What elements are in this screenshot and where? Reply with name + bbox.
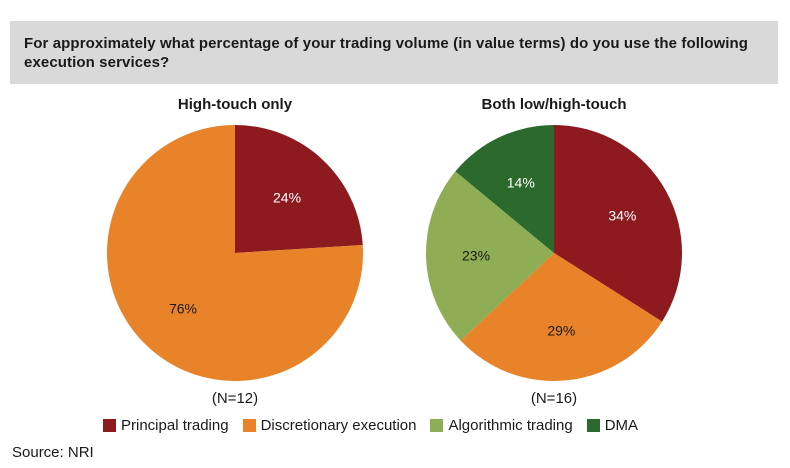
pie-label-both-discretionary-execution: 29% — [547, 323, 575, 339]
pie-slice-both-algorithmic-trading — [426, 171, 554, 341]
legend: Principal trading Discretionary executio… — [103, 417, 652, 434]
pie-label-both-algorithmic-trading: 23% — [462, 247, 490, 263]
legend-label-algorithmic-trading: Algorithmic trading — [448, 417, 573, 434]
legend-label-dma: DMA — [604, 417, 639, 434]
pie-slice-high-touch-principal-trading — [235, 125, 363, 253]
chart-title-both: Both low/high-touch — [481, 96, 627, 113]
pie-label-high-touch-principal-trading: 24% — [273, 190, 301, 206]
pie-slice-both-principal-trading — [554, 125, 682, 322]
chart-sample-size-both: (N=16) — [530, 390, 578, 407]
chart-sample-size-high-touch: (N=12) — [211, 390, 259, 407]
legend-swatch-discretionary-execution — [242, 419, 256, 432]
chart-title-high-touch: High-touch only — [177, 96, 293, 113]
pie-slice-both-discretionary-execution — [460, 253, 663, 382]
legend-item-discretionary-execution: Discretionary execution — [242, 417, 417, 434]
source-note: Source: NRI — [12, 444, 94, 461]
legend-item-principal-trading: Principal trading — [103, 417, 229, 434]
legend-swatch-dma — [586, 419, 600, 432]
pie-slice-both-dma — [455, 125, 554, 253]
pie-label-both-dma: 14% — [507, 174, 535, 190]
question-text: For approximately what percentage of you… — [24, 35, 749, 71]
legend-item-dma: DMA — [586, 417, 639, 434]
legend-item-algorithmic-trading: Algorithmic trading — [430, 417, 573, 434]
legend-label-discretionary-execution: Discretionary execution — [260, 417, 417, 434]
legend-swatch-algorithmic-trading — [430, 419, 444, 432]
question-banner: For approximately what percentage of you… — [10, 21, 778, 84]
pie-slice-high-touch-discretionary-execution — [107, 125, 364, 381]
pie-label-high-touch-discretionary-execution: 76% — [169, 300, 197, 316]
pie-label-both-principal-trading: 34% — [608, 207, 636, 223]
legend-label-principal-trading: Principal trading — [121, 417, 229, 434]
legend-swatch-principal-trading — [103, 419, 116, 432]
